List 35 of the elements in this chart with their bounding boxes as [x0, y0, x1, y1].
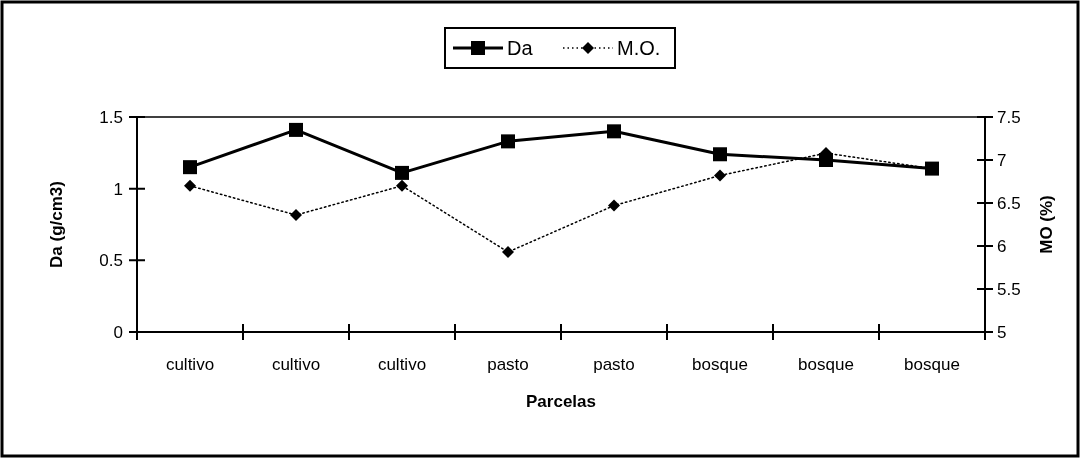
x-tick-label: bosque — [798, 355, 854, 374]
x-tick-label: cultivo — [271, 355, 321, 374]
y-tick-label: 0.5 — [99, 251, 123, 271]
y-tick-label: 0 — [113, 322, 123, 342]
x-tick-label: cultivo — [377, 355, 427, 374]
x-axis-title: Parcelas — [526, 392, 596, 411]
y2-tick-label: 7 — [997, 150, 1007, 170]
y2-tick-label: 5.5 — [997, 279, 1021, 299]
point — [608, 199, 620, 212]
x-tick-label: bosque — [692, 355, 748, 374]
point — [396, 179, 408, 192]
point — [713, 147, 727, 162]
y-tick-label: 1.5 — [99, 107, 123, 127]
point — [289, 122, 303, 137]
x-tick-label: pasto — [593, 355, 635, 374]
x-tick-label: bosque — [904, 355, 960, 374]
y-tick-label: 1 — [113, 179, 123, 199]
point — [183, 160, 197, 175]
y-axis-title: Da (g/cm3) — [47, 181, 66, 268]
legend-label: M.O. — [617, 37, 661, 59]
point — [184, 179, 196, 192]
x-tick-label: cultivo — [165, 355, 215, 374]
point — [607, 124, 621, 139]
y2-axis-title: MO (%) — [1037, 195, 1056, 254]
y2-tick-label: 6 — [997, 236, 1007, 256]
point — [502, 246, 514, 259]
y2-tick-label: 6.5 — [997, 193, 1021, 213]
point — [290, 209, 302, 222]
x-tick-label: pasto — [487, 355, 529, 374]
point — [501, 134, 515, 149]
y2-tick-label: 7.5 — [997, 107, 1021, 127]
point — [395, 165, 409, 180]
point — [714, 169, 726, 182]
legend-label: Da — [507, 37, 534, 59]
y2-tick-label: 5 — [997, 322, 1007, 342]
